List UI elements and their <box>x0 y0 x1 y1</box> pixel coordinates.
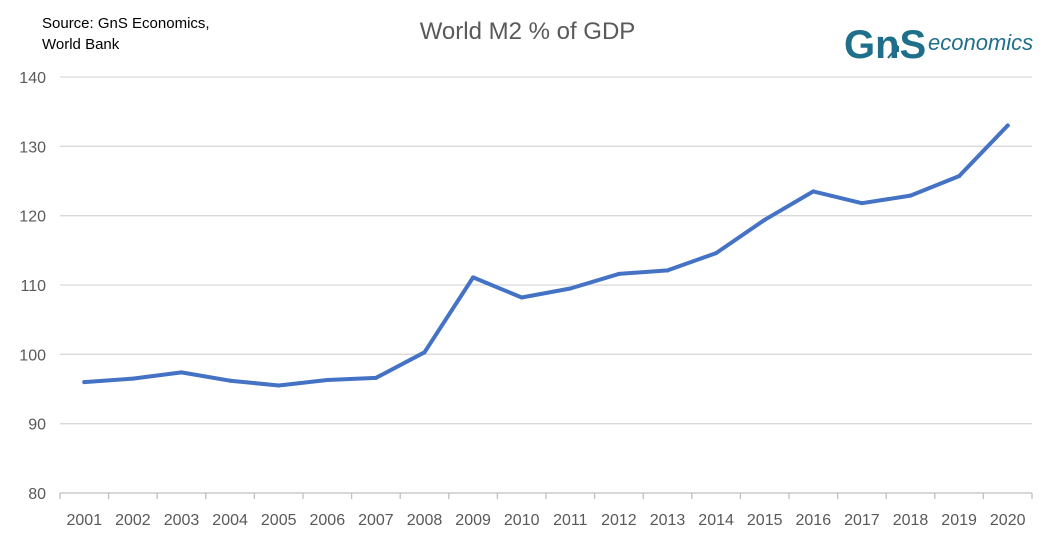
data-point <box>665 268 670 273</box>
x-tick-label: 2017 <box>844 512 880 529</box>
x-tick-label: 2008 <box>407 512 443 529</box>
x-tick-label: 2011 <box>553 512 588 529</box>
data-point <box>471 275 476 280</box>
y-tick-label: 140 <box>19 70 46 87</box>
x-tick-label: 2014 <box>698 512 734 529</box>
data-point <box>179 370 184 375</box>
y-tick-label: 130 <box>19 139 46 156</box>
data-point <box>957 174 962 179</box>
y-tick-label: 110 <box>20 278 46 295</box>
data-point <box>276 383 281 388</box>
data-point <box>130 376 135 381</box>
x-tick-label: 2018 <box>893 512 929 529</box>
x-tick-label: 2015 <box>747 512 783 529</box>
y-tick-label: 100 <box>19 347 46 364</box>
x-tick-label: 2005 <box>261 512 297 529</box>
x-tick-label: 2001 <box>67 512 103 529</box>
x-tick-label: 2019 <box>941 512 977 529</box>
data-point <box>714 251 719 256</box>
data-point <box>908 193 913 198</box>
x-tick-label: 2002 <box>115 512 151 529</box>
x-tick-label: 2004 <box>212 512 248 529</box>
data-point <box>82 380 87 385</box>
logo-monogram: GnS <box>844 23 926 67</box>
x-tick-label: 2020 <box>990 512 1026 529</box>
data-point <box>228 378 233 383</box>
y-tick-label: 120 <box>19 209 46 226</box>
y-tick-label: 90 <box>28 417 46 434</box>
gns-economics-logo: GnS economics <box>844 23 1033 67</box>
x-tick-label: 2016 <box>796 512 832 529</box>
data-point <box>325 377 330 382</box>
data-point <box>422 350 427 355</box>
x-tick-label: 2003 <box>164 512 200 529</box>
data-point <box>859 201 864 206</box>
data-point <box>1005 123 1010 128</box>
data-point <box>568 286 573 291</box>
logo-wordmark: economics <box>928 30 1033 55</box>
x-tick-label: 2010 <box>504 512 540 529</box>
x-tick-label: 2009 <box>455 512 491 529</box>
data-point <box>519 295 524 300</box>
x-tick-label: 2007 <box>358 512 394 529</box>
x-tick-label: 2006 <box>310 512 346 529</box>
data-point <box>616 271 621 276</box>
source-note: Source: GnS Economics, World Bank <box>42 13 210 55</box>
source-line-2: World Bank <box>42 36 120 53</box>
x-tick-label: 2012 <box>601 512 637 529</box>
y-tick-label: 80 <box>28 486 46 503</box>
source-line-1: Source: GnS Economics, <box>42 15 210 32</box>
logo-monogram-text: GnS <box>844 23 926 67</box>
x-tick-label: 2013 <box>650 512 686 529</box>
data-point <box>762 217 767 222</box>
data-point <box>373 375 378 380</box>
series-line <box>82 123 1010 388</box>
logo-arrow-icon <box>887 45 899 59</box>
data-point <box>811 189 816 194</box>
